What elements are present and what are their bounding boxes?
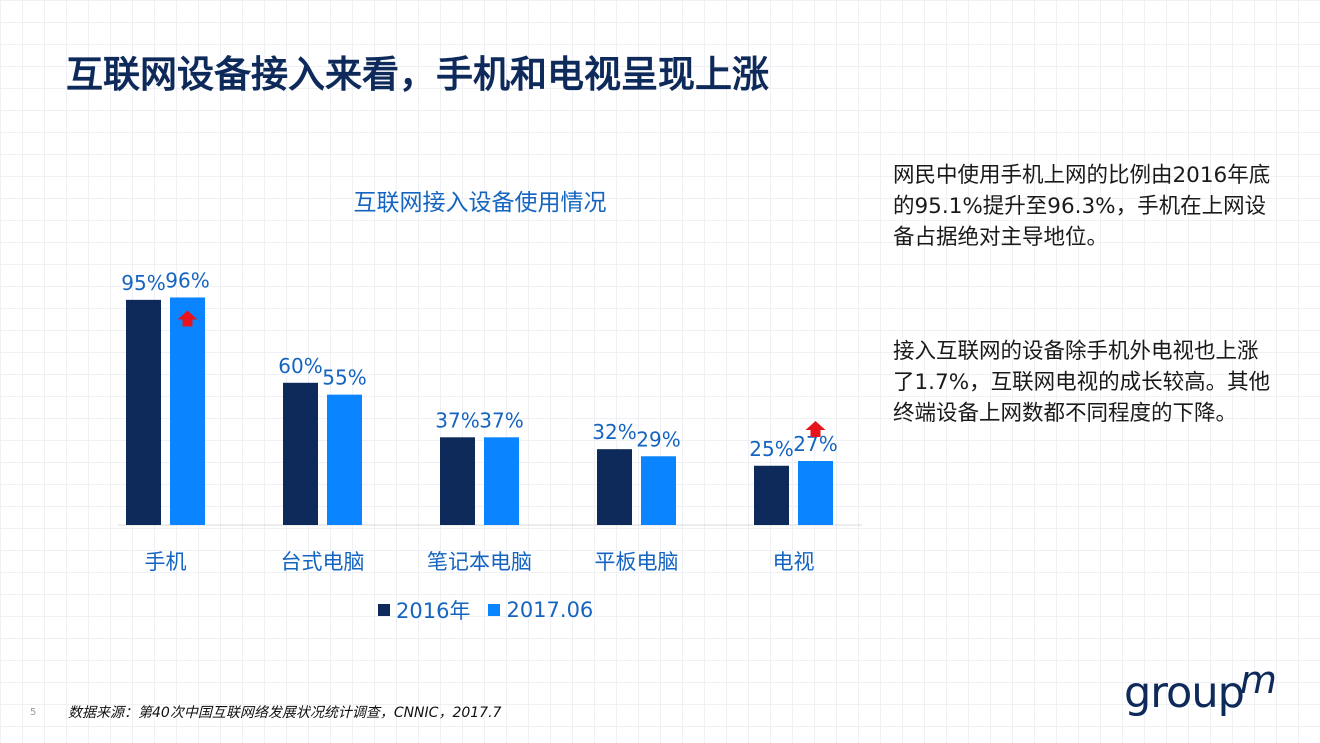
bar-2-1: [170, 297, 205, 525]
category-label-4: 平板电脑: [595, 550, 679, 574]
bar-1-3: [440, 437, 475, 525]
bar-1-1: [126, 299, 161, 525]
category-label-5: 电视: [773, 550, 815, 574]
logo-mark: m: [1239, 658, 1277, 702]
page-number: 5: [30, 707, 37, 718]
data-label-2-2: 55%: [322, 366, 366, 390]
category-label-3: 笔记本电脑: [427, 550, 532, 574]
legend-item-1: 2016年: [378, 595, 470, 625]
category-label-2: 台式电脑: [281, 550, 365, 574]
increase-arrow-icon: [805, 421, 826, 438]
data-label-1-2: 60%: [278, 354, 322, 378]
bar-1-5: [754, 465, 789, 525]
chart-legend: 2016年 2017.06: [378, 595, 611, 625]
slide-title: 互联网设备接入来看，手机和电视呈现上涨: [66, 53, 769, 96]
data-label-1-5: 25%: [749, 437, 793, 461]
chart-title: 互联网接入设备使用情况: [353, 190, 607, 216]
legend-label: 2017.06: [506, 598, 594, 622]
data-label-1-4: 32%: [592, 420, 636, 444]
legend-label: 2016年: [396, 599, 471, 623]
bar-1-2: [283, 382, 318, 525]
data-label-1-1: 95%: [121, 271, 165, 295]
data-label-2-1: 96%: [165, 268, 209, 292]
logo-text: group: [1124, 668, 1245, 718]
legend-item-2: 2017.06: [488, 598, 593, 622]
bar-1-4: [597, 449, 632, 525]
category-label-1: 手机: [145, 550, 187, 574]
legend-swatch: [488, 604, 501, 616]
legend-swatch: [378, 604, 390, 616]
bar-2-3: [484, 437, 519, 525]
bar-2-2: [327, 394, 362, 525]
side-paragraph-1: 网民中使用手机上网的比例由2016年底的95.1%提升至96.3%，手机在上网设…: [893, 163, 1271, 250]
groupm-logo: groupm: [1124, 658, 1280, 718]
data-source: 数据来源：第40次中国互联网络发展状况统计调查，CNNIC，2017.7: [68, 705, 502, 721]
data-label-2-4: 29%: [636, 427, 680, 451]
bar-2-5: [798, 461, 833, 525]
bar-2-4: [641, 456, 676, 525]
data-label-1-3: 37%: [435, 408, 479, 432]
increase-arrow-icon: [177, 310, 198, 327]
data-label-2-3: 37%: [479, 408, 523, 432]
side-paragraph-2: 接入互联网的设备除手机外电视也上涨了1.7%，互联网电视的成长较高。其他终端设备…: [893, 339, 1271, 426]
